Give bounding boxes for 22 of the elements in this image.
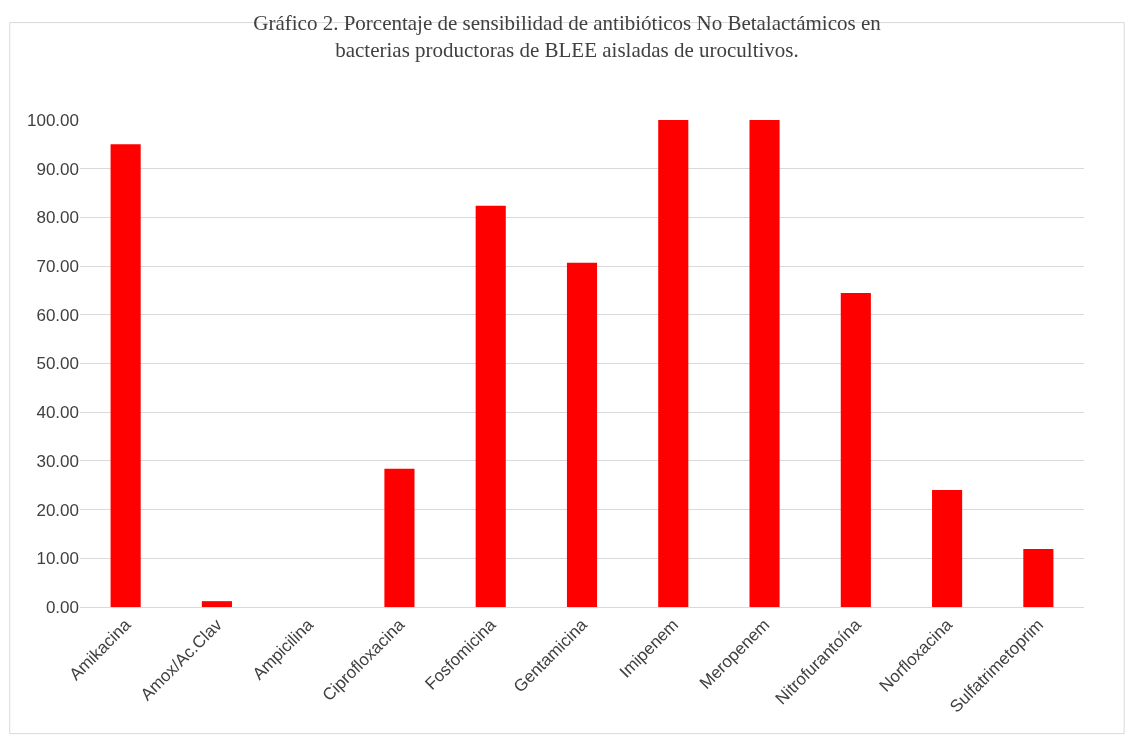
- y-tick-label: 70.00: [36, 257, 79, 277]
- bar: [658, 120, 689, 607]
- y-tick-label: 30.00: [36, 451, 79, 471]
- bar: [201, 601, 232, 607]
- bar: [475, 205, 506, 607]
- bar: [749, 120, 780, 607]
- bar: [932, 490, 963, 607]
- y-tick-label: 40.00: [36, 403, 79, 423]
- y-tick-label: 60.00: [36, 305, 79, 325]
- y-tick-label: 50.00: [36, 354, 79, 374]
- y-tick-label: 80.00: [36, 208, 79, 228]
- bar: [1023, 549, 1054, 607]
- bar: [110, 144, 141, 607]
- bar: [840, 292, 871, 607]
- bar: [384, 468, 415, 607]
- y-tick-label: 20.00: [36, 500, 79, 520]
- y-tick-label: 100.00: [27, 110, 79, 130]
- chart-title: Gráfico 2. Porcentaje de sensibilidad de antibióticos No Betalactámicos en bacterias productoras de BLEE aisladas de urocultivos.: [253, 10, 882, 63]
- y-tick-label: 90.00: [36, 159, 79, 179]
- bar: [566, 262, 598, 607]
- y-tick-label: 0.00: [45, 597, 79, 617]
- y-tick-label: 10.00: [36, 549, 79, 569]
